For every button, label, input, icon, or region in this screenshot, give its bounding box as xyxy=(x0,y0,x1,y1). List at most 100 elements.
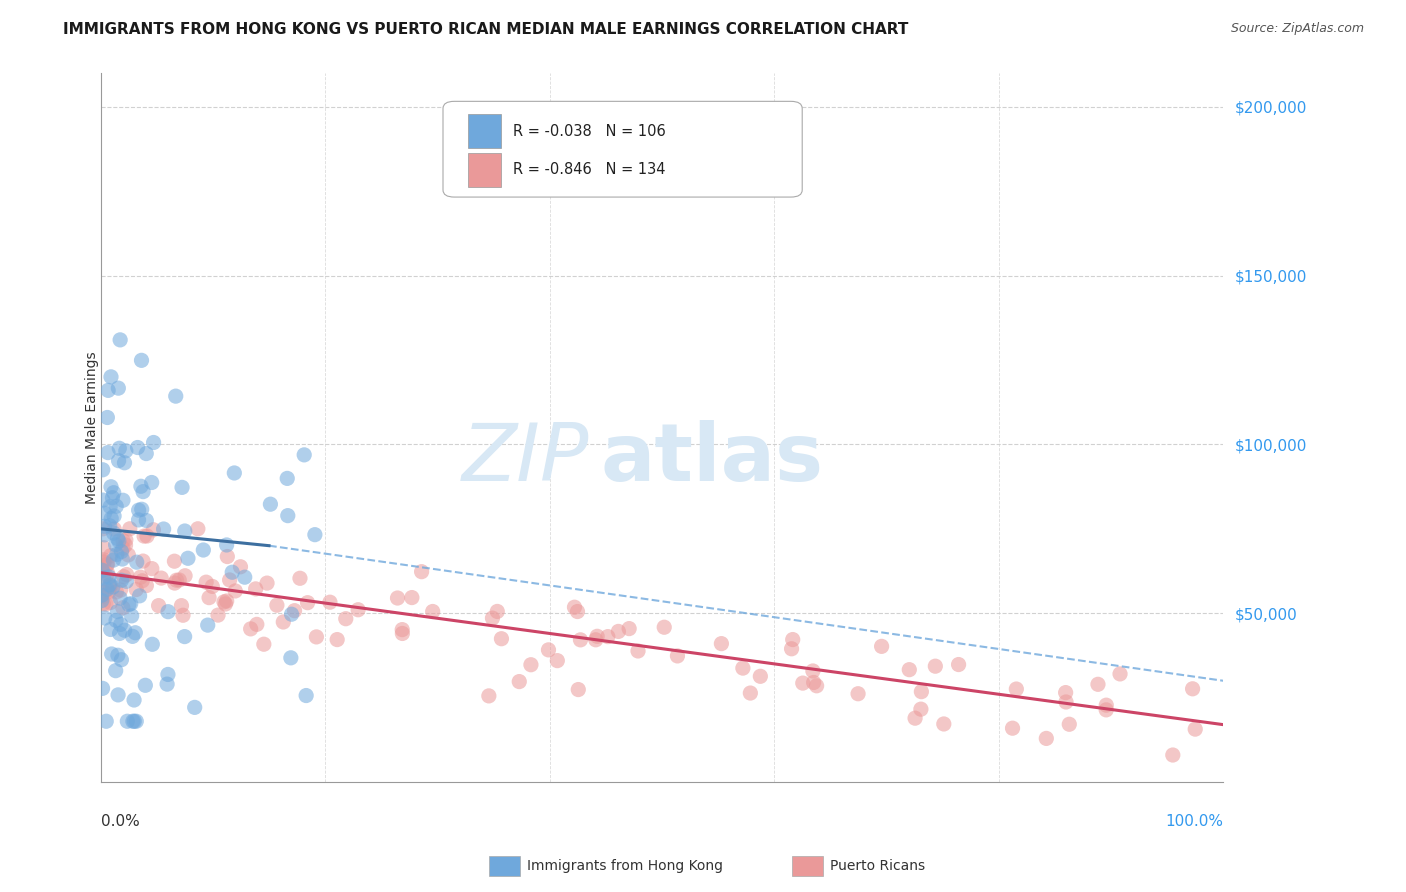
Point xyxy=(569,632,592,647)
Point xyxy=(183,700,205,714)
Point xyxy=(96,410,118,425)
Point xyxy=(142,523,165,537)
Point xyxy=(141,475,163,490)
Point xyxy=(207,608,229,623)
Point xyxy=(103,553,125,567)
Point xyxy=(214,597,236,611)
Point xyxy=(103,508,125,523)
Point xyxy=(215,538,238,552)
Point xyxy=(91,564,114,578)
Point xyxy=(96,557,118,571)
Point xyxy=(93,553,115,567)
Point xyxy=(131,353,153,368)
Point xyxy=(387,591,409,605)
Point xyxy=(128,503,150,517)
Point xyxy=(124,625,146,640)
Point xyxy=(347,603,370,617)
Point xyxy=(94,569,117,583)
Point xyxy=(98,500,121,514)
Point xyxy=(103,526,125,541)
Point xyxy=(156,667,179,681)
Point xyxy=(121,714,143,729)
Point xyxy=(246,617,269,632)
Point xyxy=(391,626,413,640)
Point xyxy=(546,654,568,668)
Point xyxy=(780,641,803,656)
Point xyxy=(239,622,262,636)
Text: ZIP: ZIP xyxy=(461,420,589,499)
Point xyxy=(173,630,195,644)
Point xyxy=(288,571,311,585)
Point xyxy=(112,569,135,583)
Point xyxy=(166,573,188,587)
Point xyxy=(1054,685,1077,699)
Point xyxy=(792,676,814,690)
Point xyxy=(98,518,121,533)
Point xyxy=(1005,681,1028,696)
Point xyxy=(627,644,650,658)
Point xyxy=(115,567,138,582)
Point xyxy=(731,661,754,675)
Point xyxy=(91,563,114,577)
Point xyxy=(128,513,150,527)
Point xyxy=(125,555,148,569)
Point xyxy=(193,543,215,558)
Point xyxy=(97,384,120,398)
Point xyxy=(567,682,589,697)
Point xyxy=(305,630,328,644)
Point xyxy=(319,595,342,609)
Point xyxy=(607,624,630,639)
Point xyxy=(229,559,252,574)
Point xyxy=(135,578,157,592)
Point xyxy=(1001,721,1024,735)
Point xyxy=(295,689,318,703)
Point xyxy=(215,594,238,608)
Point xyxy=(1161,747,1184,762)
Point xyxy=(165,389,187,403)
Point xyxy=(91,597,114,611)
Point xyxy=(170,480,193,494)
Point xyxy=(508,674,530,689)
Point xyxy=(666,648,689,663)
Point xyxy=(108,534,131,549)
Point xyxy=(401,591,423,605)
Point xyxy=(131,574,153,588)
Text: Immigrants from Hong Kong: Immigrants from Hong Kong xyxy=(527,859,723,873)
Point xyxy=(100,369,122,384)
Point xyxy=(100,511,122,525)
Point xyxy=(111,552,134,566)
Point xyxy=(134,678,156,692)
Point xyxy=(91,522,114,536)
Point xyxy=(107,605,129,619)
Point xyxy=(91,589,114,603)
Point xyxy=(197,618,219,632)
Point xyxy=(898,663,921,677)
Point xyxy=(105,613,128,627)
Point xyxy=(148,599,170,613)
Point xyxy=(150,571,173,585)
Point xyxy=(1109,667,1132,681)
Point xyxy=(1181,681,1204,696)
Point xyxy=(1035,731,1057,746)
Point xyxy=(124,714,146,729)
Point xyxy=(1095,698,1118,713)
Point xyxy=(112,533,135,548)
Point xyxy=(1054,695,1077,709)
Point xyxy=(1059,717,1081,731)
Point xyxy=(114,443,136,458)
Point xyxy=(486,604,509,618)
Point xyxy=(94,597,117,611)
Point xyxy=(652,620,675,634)
Point xyxy=(97,566,120,581)
Point xyxy=(782,632,804,647)
Point xyxy=(114,456,136,470)
Point xyxy=(904,711,927,725)
Point xyxy=(335,612,357,626)
Point xyxy=(110,617,132,632)
Point xyxy=(97,585,120,599)
Point xyxy=(259,497,281,511)
Point xyxy=(596,630,619,644)
Point xyxy=(100,623,122,637)
Point xyxy=(167,573,190,587)
Point xyxy=(100,647,122,661)
